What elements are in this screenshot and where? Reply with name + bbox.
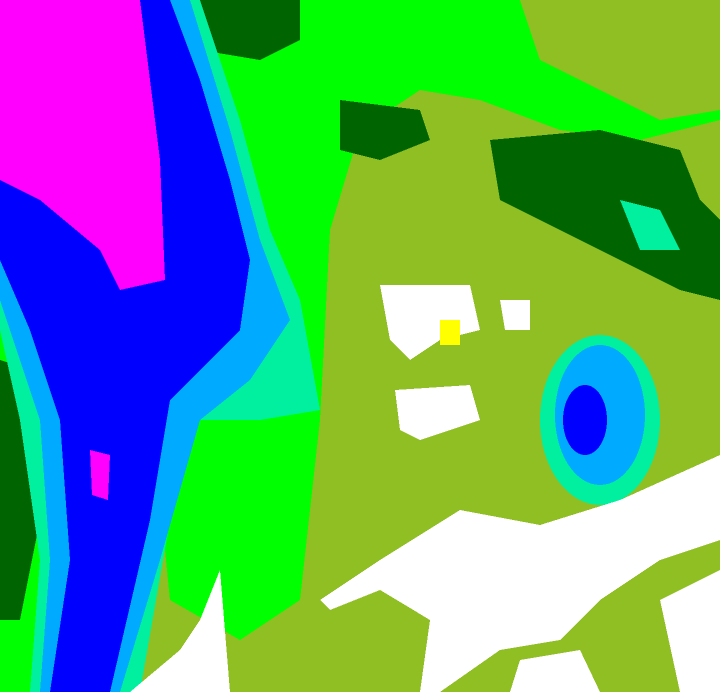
region-white-center-east [500,300,530,330]
region-magenta-spot [90,450,110,500]
region-white-south-mid [510,650,600,692]
region-magenta [0,0,165,290]
region-yellow-center [440,320,460,345]
region-dark-green-east [490,130,720,300]
region-white-southeast [660,570,720,692]
region-white-southwest [130,570,230,692]
region-white-south [320,455,720,692]
region-green-north [150,0,720,640]
region-white-center [380,285,480,360]
region-blue-blob [563,385,607,455]
region-olive-ne [520,0,720,120]
region-aqua-east [620,200,680,250]
region-white-center-south [395,385,480,440]
region-dark-green-patch [340,100,430,160]
